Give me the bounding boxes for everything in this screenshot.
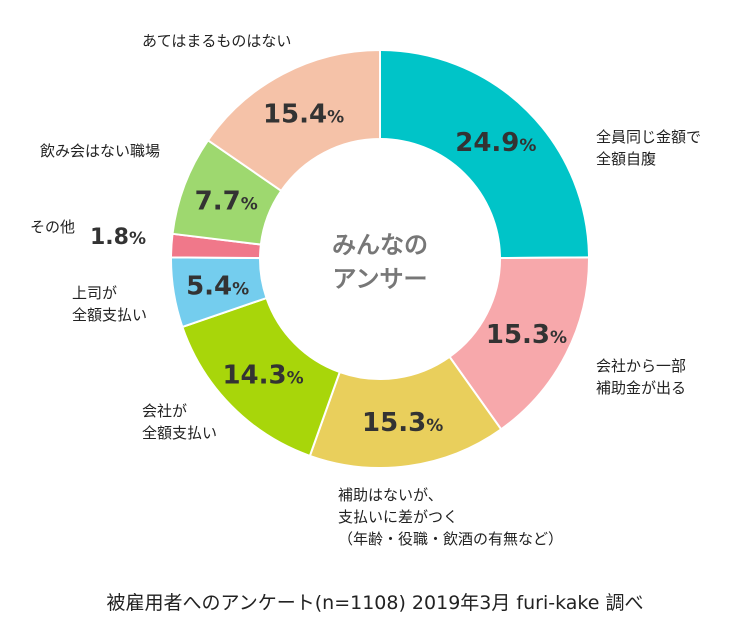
slice-value-label-2: 15.3% bbox=[362, 408, 443, 438]
slice-label-7: あてはまるものはない bbox=[142, 32, 292, 50]
donut-slice-0 bbox=[379, 48, 591, 260]
slice-label-3: 会社が 全額支払い bbox=[142, 402, 218, 442]
slice-value-label-4: 5.4% bbox=[186, 271, 249, 301]
donut-slice-7 bbox=[206, 48, 381, 193]
slice-label-1: 会社から一部 補助金が出る bbox=[596, 357, 687, 397]
slice-value-label-7: 15.4% bbox=[263, 99, 344, 129]
slice-label-6: 飲み会はない職場 bbox=[40, 142, 161, 160]
slice-value-label-3: 14.3% bbox=[222, 361, 303, 391]
slice-label-0: 全員同じ金額で 全額自腹 bbox=[596, 128, 702, 168]
slice-value-label-5: 1.8% bbox=[90, 225, 146, 250]
footer-note: 被雇用者へのアンケート(n=1108) 2019年3月 furi-kake 調べ bbox=[106, 592, 644, 614]
slice-label-2: 補助はないが、 支払いに差がつく （年齢・役職・飲酒の有無など） bbox=[338, 486, 564, 548]
slice-value-label-1: 15.3% bbox=[486, 320, 567, 350]
slice-value-label-6: 7.7% bbox=[195, 187, 258, 217]
slice-label-4: 上司が 全額支払い bbox=[72, 284, 148, 324]
slice-value-label-0: 24.9% bbox=[455, 128, 536, 158]
slice-label-5: その他 bbox=[30, 218, 76, 236]
center-title: みんなの アンサー bbox=[332, 231, 428, 293]
